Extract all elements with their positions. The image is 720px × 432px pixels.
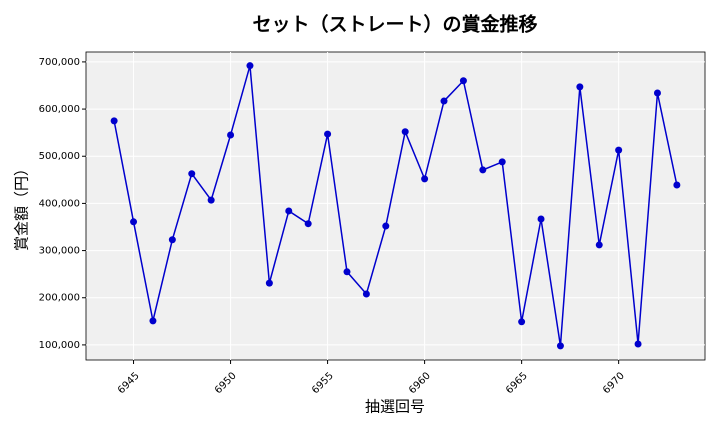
data-point [498, 158, 506, 166]
x-axis-label: 抽選回号 [365, 398, 425, 416]
y-axis-label: 賞金額（円） [13, 161, 31, 251]
x-tick-label: 6965 [504, 370, 530, 396]
data-point [130, 218, 138, 226]
plot-area [85, 51, 706, 361]
data-point [595, 241, 603, 249]
data-point [537, 215, 545, 223]
data-point [149, 317, 157, 325]
data-point [479, 166, 487, 174]
data-point [421, 175, 429, 183]
data-point [401, 128, 409, 136]
data-point [246, 62, 254, 70]
data-point [110, 117, 118, 125]
data-point [207, 196, 215, 204]
data-point [265, 279, 273, 287]
data-point [518, 318, 526, 326]
data-point [615, 146, 623, 154]
data-point [382, 222, 390, 230]
y-tick-label: 100,000 [39, 340, 80, 351]
chart-title: セット（ストレート）の賞金推移 [252, 13, 537, 36]
data-point [285, 207, 293, 215]
data-point [576, 83, 584, 91]
data-point [653, 89, 661, 97]
x-tick-label: 6960 [407, 370, 433, 396]
data-line [113, 65, 678, 346]
y-tick-label: 400,000 [39, 198, 80, 209]
x-tick-label: 6945 [116, 370, 142, 396]
data-point [227, 131, 235, 139]
x-tick-label: 6950 [213, 370, 239, 396]
data-point [324, 130, 332, 138]
data-point [188, 170, 196, 178]
y-tick-label: 600,000 [39, 104, 80, 115]
x-tick-label: 6955 [310, 370, 336, 396]
data-point [168, 236, 176, 244]
data-point [556, 342, 564, 350]
data-point [634, 340, 642, 348]
y-tick-label: 300,000 [39, 246, 80, 257]
data-point [440, 97, 448, 105]
x-tick-label: 6970 [601, 370, 627, 396]
grid [86, 52, 705, 360]
y-tick-label: 700,000 [39, 57, 80, 68]
data-point [362, 290, 370, 298]
data-point [343, 268, 351, 276]
data-point [304, 220, 312, 228]
data-point [673, 181, 681, 189]
y-tick-label: 500,000 [39, 151, 80, 162]
y-tick-label: 200,000 [39, 293, 80, 304]
data-point [459, 77, 467, 85]
marks [110, 62, 681, 350]
